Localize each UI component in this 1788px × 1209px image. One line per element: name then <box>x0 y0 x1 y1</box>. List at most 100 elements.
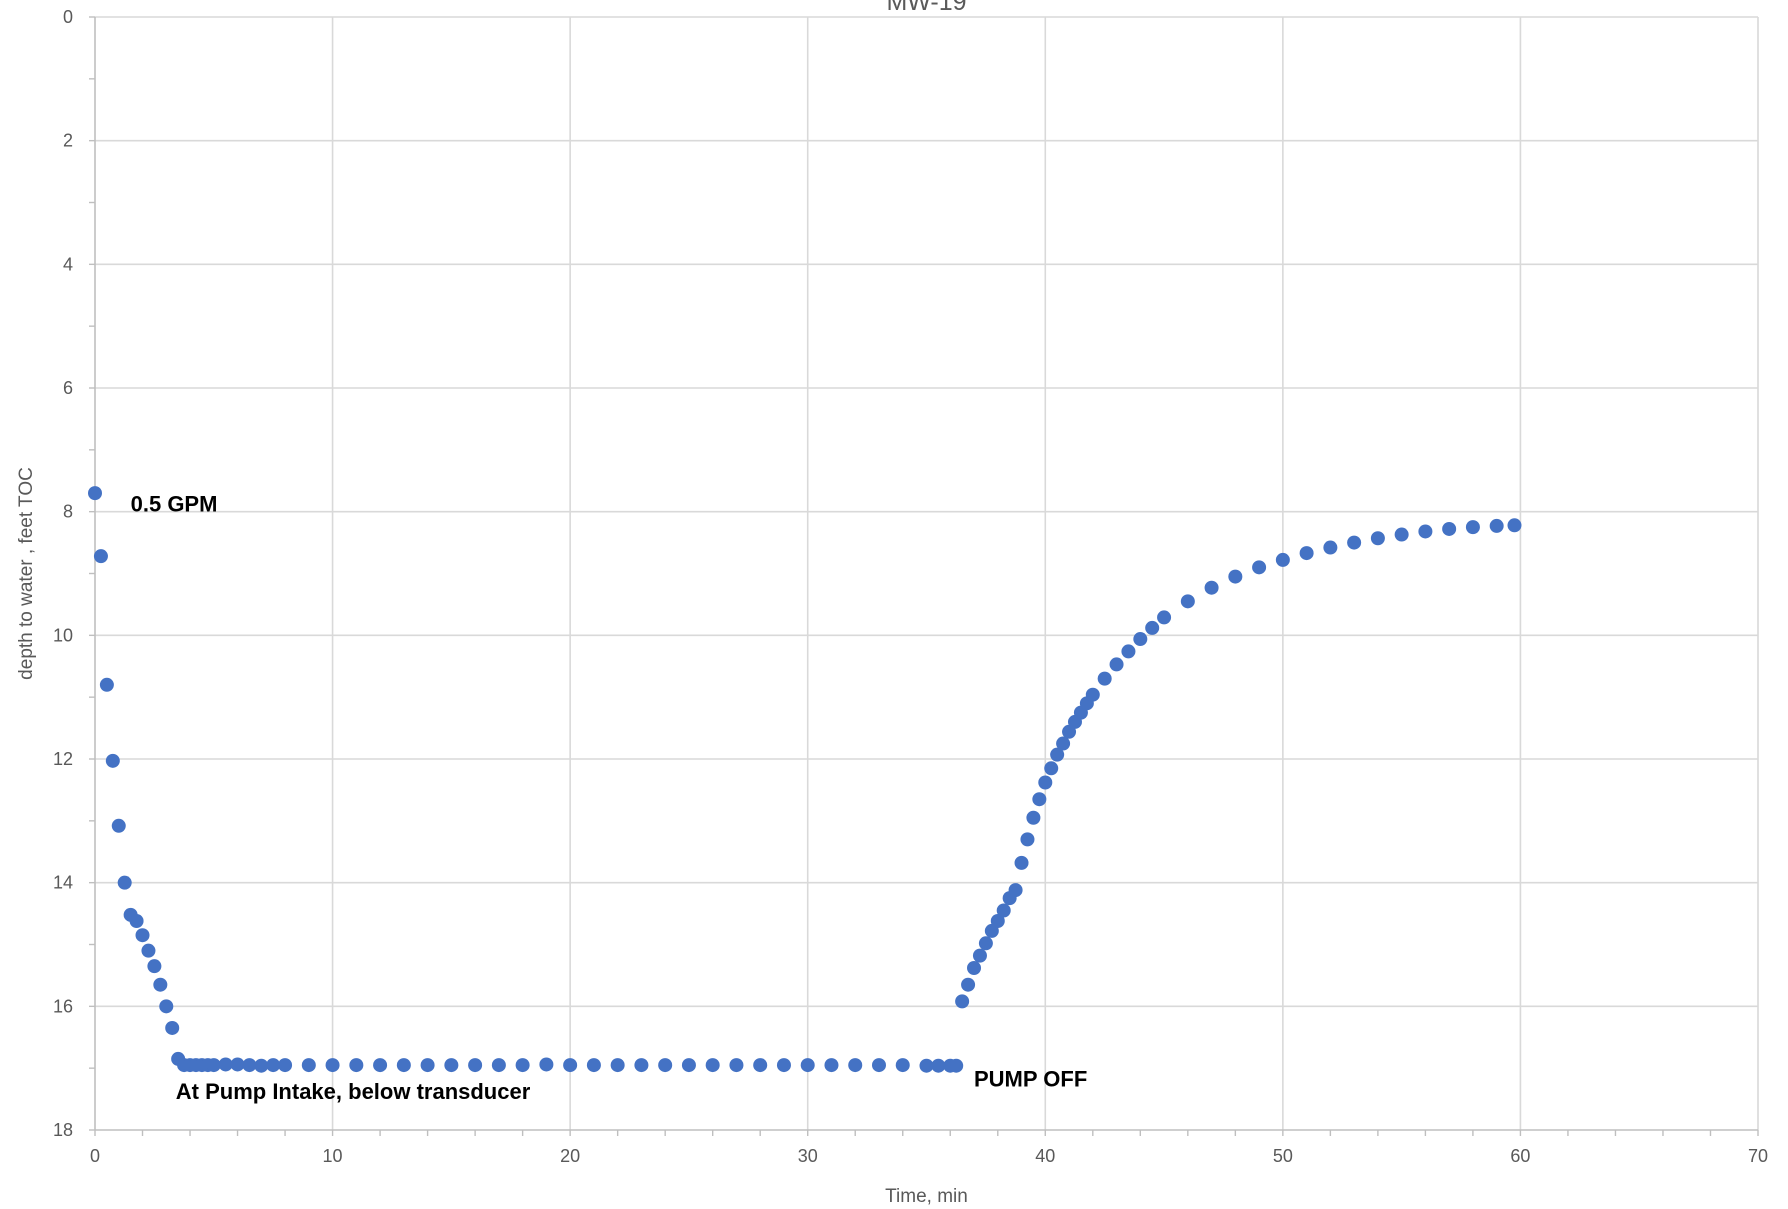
data-point <box>1038 775 1053 790</box>
data-point <box>1026 810 1041 825</box>
data-point <box>325 1058 340 1073</box>
data-point <box>1097 671 1112 686</box>
data-point <box>1252 560 1267 575</box>
data-point <box>1507 518 1522 533</box>
data-point <box>800 1058 815 1073</box>
y-tick-label: 16 <box>53 996 73 1016</box>
data-point <box>848 1058 863 1073</box>
data-point <box>88 486 102 501</box>
data-point <box>218 1057 233 1072</box>
data-point <box>563 1058 578 1073</box>
data-point <box>1489 518 1504 533</box>
y-tick-label: 8 <box>63 502 73 522</box>
data-point <box>349 1058 364 1073</box>
data-point <box>141 943 156 958</box>
data-point <box>105 753 120 768</box>
y-tick-label: 6 <box>63 378 73 398</box>
data-point <box>1299 546 1314 561</box>
data-point <box>111 818 126 833</box>
data-point <box>147 959 162 974</box>
data-point <box>729 1058 744 1073</box>
data-point <box>93 549 108 564</box>
data-point <box>955 994 970 1009</box>
data-point <box>1347 535 1362 550</box>
data-point <box>1180 594 1195 609</box>
data-point <box>681 1058 696 1073</box>
data-point <box>967 960 982 975</box>
data-point <box>1109 657 1124 672</box>
data-point <box>491 1058 506 1073</box>
data-point <box>396 1058 411 1073</box>
data-point <box>1050 747 1065 762</box>
annotation-label: PUMP OFF <box>974 1067 1087 1092</box>
data-point <box>254 1058 269 1073</box>
data-point <box>996 903 1011 918</box>
y-tick-label: 2 <box>63 131 73 151</box>
annotation-label: 0.5 GPM <box>131 492 218 517</box>
data-point <box>586 1058 601 1073</box>
data-point <box>1014 855 1029 870</box>
data-point <box>444 1058 459 1073</box>
data-point <box>206 1058 221 1073</box>
data-point <box>705 1058 720 1073</box>
data-point <box>278 1058 293 1073</box>
axes: 0 10 20 30 40 50 60 70 0 2 4 6 8 10 12 14 16 18 <box>53 7 1768 1166</box>
data-point <box>634 1058 649 1073</box>
data-point <box>1465 520 1480 535</box>
y-tick-label: 12 <box>53 749 73 769</box>
data-point <box>373 1058 388 1073</box>
data-point <box>1008 883 1023 898</box>
data-point <box>165 1020 180 1035</box>
data-point <box>610 1058 625 1073</box>
x-tick-label: 20 <box>560 1146 580 1166</box>
data-point <box>117 875 132 890</box>
data-point <box>990 914 1005 929</box>
x-axis-title: Time, min <box>885 1186 968 1207</box>
y-axis-title: depth to water , feet TOC <box>16 467 37 680</box>
annotations: 0.5 GPM At Pump Intake, below transducer P… <box>131 492 1088 1104</box>
data-point <box>135 928 150 943</box>
y-tick-label: 0 <box>63 7 73 27</box>
x-tick-label: 50 <box>1273 1146 1293 1166</box>
data-point <box>1394 527 1409 542</box>
data-point <box>972 948 987 963</box>
data-point <box>978 936 993 951</box>
data-point <box>1044 761 1059 776</box>
data-point <box>301 1058 316 1073</box>
data-point <box>658 1058 673 1073</box>
data-point <box>1020 832 1035 847</box>
y-tick-label: 4 <box>63 254 73 274</box>
y-tick-label: 10 <box>53 625 73 645</box>
data-point <box>1121 644 1136 659</box>
data-point <box>129 914 144 929</box>
y-tick-label: 14 <box>53 873 73 893</box>
data-point <box>824 1058 839 1073</box>
x-tick-label: 0 <box>90 1146 100 1166</box>
data-point <box>1145 620 1160 635</box>
data-point <box>515 1058 530 1073</box>
y-tick-label: 18 <box>53 1120 73 1140</box>
data-point <box>266 1058 281 1073</box>
data-point <box>1442 521 1457 536</box>
x-tick-label: 10 <box>323 1146 343 1166</box>
data-point <box>1133 632 1148 647</box>
x-tick-label: 60 <box>1510 1146 1530 1166</box>
x-tick-label: 70 <box>1748 1146 1768 1166</box>
data-point <box>1370 531 1385 546</box>
x-tick-label: 40 <box>1035 1146 1055 1166</box>
data-point <box>539 1057 554 1072</box>
data-point <box>961 977 976 992</box>
data-point <box>1056 736 1071 751</box>
chart-title: MW-19 <box>886 0 966 16</box>
data-point <box>159 999 174 1014</box>
annotation-label: At Pump Intake, below transducer <box>176 1079 531 1104</box>
data-point <box>420 1058 435 1073</box>
data-point <box>871 1058 886 1073</box>
data-point <box>1323 540 1338 555</box>
x-tick-label: 30 <box>798 1146 818 1166</box>
data-point <box>153 977 168 992</box>
data-point <box>753 1058 768 1073</box>
data-point <box>1085 687 1100 702</box>
